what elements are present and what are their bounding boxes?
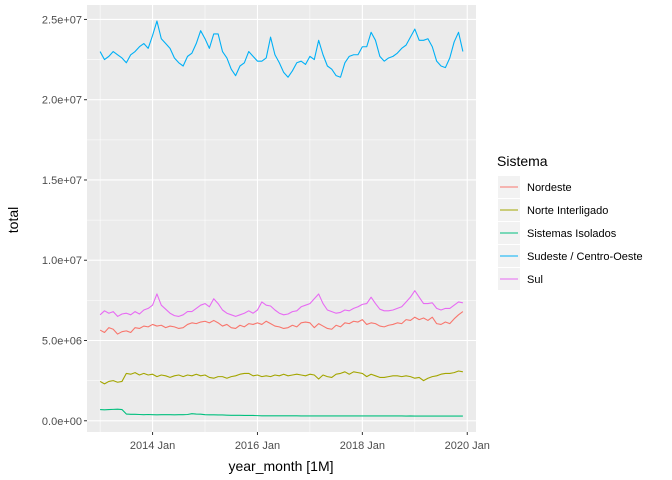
y-axis: 0.0e+00 5.0e+06 1.0e+07 1.5e+07 2.0e+07 2.5e+… bbox=[42, 14, 87, 428]
series-line-nordeste bbox=[99, 311, 464, 335]
y-tick-label: 2.0e+07 bbox=[42, 95, 82, 107]
legend-item-sudeste-centro-oeste: Sudeste / Centro-Oeste bbox=[498, 245, 643, 267]
x-tick-label: 2016 Jan bbox=[235, 440, 280, 452]
legend-label: Norte Interligado bbox=[527, 205, 608, 217]
y-tick-label: 2.5e+07 bbox=[42, 14, 82, 26]
legend-title: Sistema bbox=[497, 153, 548, 169]
series-lines bbox=[99, 20, 464, 417]
series-line-sul bbox=[99, 290, 463, 317]
gridlines bbox=[87, 5, 476, 432]
series-line-sudeste-centro-oeste bbox=[99, 20, 464, 78]
x-tick-label: 2014 Jan bbox=[130, 440, 175, 452]
x-axis: 2014 Jan 2016 Jan 2018 Jan 2020 Jan bbox=[130, 432, 490, 452]
y-axis-title: total bbox=[5, 207, 21, 233]
legend-item-nordeste: Nordeste bbox=[498, 176, 572, 198]
y-tick-label: 5.0e+06 bbox=[42, 336, 82, 348]
legend-label: Sul bbox=[527, 274, 543, 286]
legend-label: Nordeste bbox=[527, 182, 572, 194]
x-tick-label: 2018 Jan bbox=[340, 440, 385, 452]
legend-item-sistemas-isolados: Sistemas Isolados bbox=[498, 222, 617, 244]
y-tick-label: 0.0e+00 bbox=[42, 416, 82, 428]
x-axis-title: year_month [1M] bbox=[228, 458, 333, 474]
legend-label: Sudeste / Centro-Oeste bbox=[527, 251, 643, 263]
series-line-sistemas-isolados bbox=[100, 408, 463, 417]
legend-item-sul: Sul bbox=[498, 268, 543, 290]
series-line-norte-interligado bbox=[99, 370, 463, 385]
panel-background bbox=[87, 5, 476, 432]
legend-items: Nordeste Norte Interligado Sistemas Isolad… bbox=[498, 176, 643, 290]
y-tick-label: 1.5e+07 bbox=[42, 175, 82, 187]
x-tick-label: 2020 Jan bbox=[445, 440, 490, 452]
legend: Sistema Nordeste Norte Interligado Sistema… bbox=[497, 153, 643, 290]
legend-label: Sistemas Isolados bbox=[527, 228, 617, 240]
y-tick-label: 1.0e+07 bbox=[42, 255, 82, 267]
legend-item-norte-interligado: Norte Interligado bbox=[498, 199, 608, 221]
